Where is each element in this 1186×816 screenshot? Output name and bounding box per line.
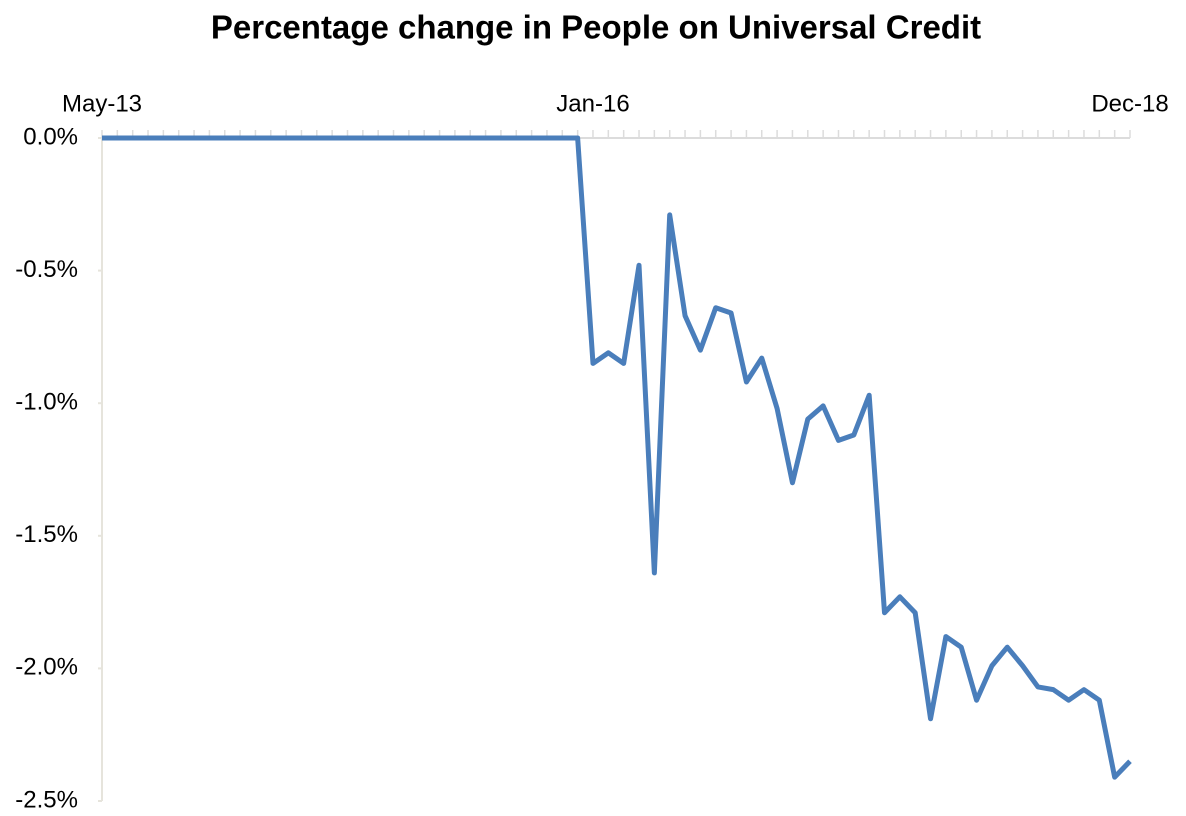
y-tick-label: -2.0%	[15, 654, 78, 681]
x-tick-label: Jan-16	[556, 90, 629, 117]
y-tick-label: -0.5%	[15, 256, 78, 283]
chart-title: Percentage change in People on Universal…	[211, 9, 981, 46]
y-tick-label: -1.0%	[15, 389, 78, 416]
y-tick-label: -2.5%	[15, 786, 78, 813]
data-line	[102, 135, 1132, 780]
y-tick-label: 0.0%	[23, 123, 78, 150]
x-tick-label: Dec-18	[1091, 90, 1168, 117]
y-tick-label: -1.5%	[15, 521, 78, 548]
x-tick-label: May-13	[62, 90, 142, 117]
